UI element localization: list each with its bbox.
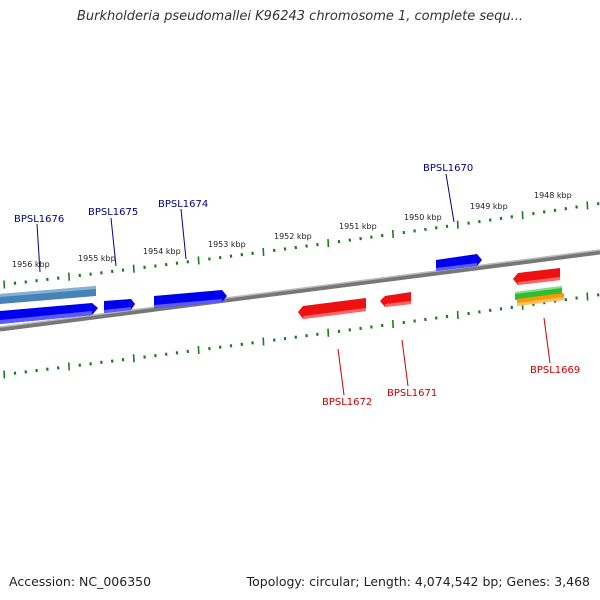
ruler-labels: 1956 kbp 1955 kbp 1954 kbp 1953 kbp 1952… <box>12 191 572 269</box>
genome-summary-text: Topology: circular; Length: 4,074,542 bp… <box>246 574 590 589</box>
ruler-label: 1954 kbp <box>143 247 181 256</box>
chromosome-backbone-highlight <box>0 249 600 328</box>
accession-text: Accession: NC_006350 <box>9 574 152 589</box>
leader-line <box>337 348 345 396</box>
lower-ruler <box>3 292 600 379</box>
label-leaders <box>36 173 551 396</box>
ruler-label: 1950 kbp <box>404 213 442 222</box>
forward-feature-highlight-shade <box>0 286 96 297</box>
gene-label-bpsl1676[interactable]: BPSL1676 <box>14 214 64 225</box>
gene-arrow-bpsl1672[interactable] <box>298 298 366 319</box>
gene-arrow-bpsl1674-shade <box>154 299 222 308</box>
gene-arrow-bpsl1672-shade <box>303 308 366 319</box>
gene-arrow-bpsl1676-shade <box>0 311 92 324</box>
chromosome-backbone <box>0 249 600 332</box>
upper-ruler <box>3 201 600 289</box>
feature-green-bar-shade <box>515 286 562 294</box>
ruler-label: 1952 kbp <box>274 232 312 241</box>
leader-line <box>401 339 409 387</box>
map-title: Burkholderia pseudomallei K96243 chromos… <box>76 9 524 24</box>
gene-label-bpsl1670[interactable]: BPSL1670 <box>423 163 473 174</box>
ruler-label: 1956 kbp <box>12 260 50 269</box>
gene-label-bpsl1671[interactable]: BPSL1671 <box>387 388 437 399</box>
ruler-label: 1951 kbp <box>339 222 377 231</box>
leader-line <box>110 217 117 267</box>
feature-orange-bar-shade <box>517 297 564 306</box>
leader-line <box>445 173 455 223</box>
ruler-label: 1955 kbp <box>78 254 116 263</box>
gene-label-bpsl1674[interactable]: BPSL1674 <box>158 199 208 210</box>
gene-labels: BPSL1676 BPSL1675 BPSL1674 BPSL1670 BPSL… <box>14 163 580 408</box>
gene-arrow-bpsl1675-shade <box>104 307 131 313</box>
gene-arrow-bpsl1670-shade <box>436 263 477 271</box>
gene-label-bpsl1675[interactable]: BPSL1675 <box>88 207 138 218</box>
gene-arrow-bpsl1669-shade <box>518 277 560 285</box>
gene-arrow-bpsl1671-shade <box>385 301 411 307</box>
ruler-label: 1948 kbp <box>534 191 572 200</box>
leader-line <box>543 317 551 364</box>
gene-label-bpsl1672[interactable]: BPSL1672 <box>322 397 372 408</box>
ruler-label: 1953 kbp <box>208 240 246 249</box>
ruler-label: 1949 kbp <box>470 202 508 211</box>
forward-strand <box>0 254 482 324</box>
reverse-strand <box>298 268 564 319</box>
leader-line <box>36 223 41 273</box>
leader-line <box>180 208 187 260</box>
gene-label-bpsl1669[interactable]: BPSL1669 <box>530 365 580 376</box>
